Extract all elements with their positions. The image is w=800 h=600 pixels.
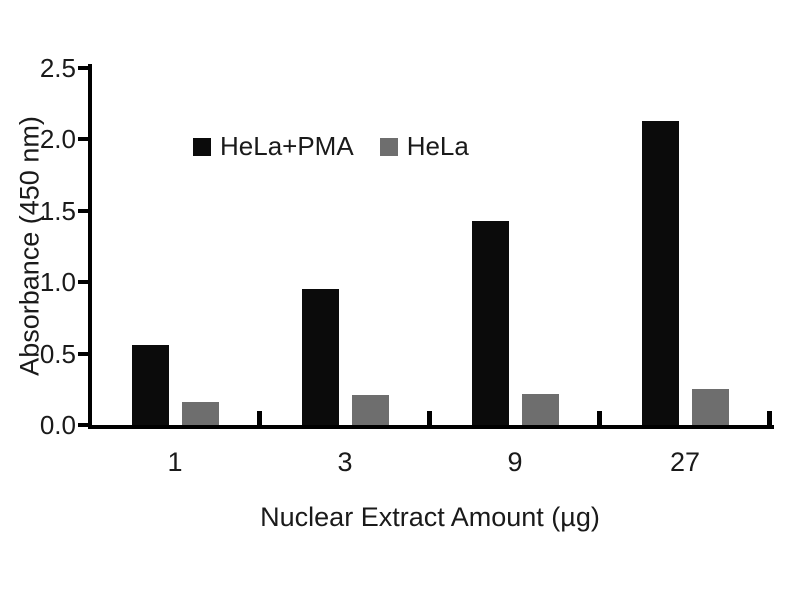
legend-label: HeLa+PMA (220, 131, 354, 161)
legend-label: HeLa (406, 131, 469, 161)
x-tick-mark (257, 411, 262, 425)
x-axis-line (88, 425, 774, 429)
x-tick-mark (427, 411, 432, 425)
y-tick-label: 2.0 (39, 124, 76, 155)
y-tick-mark (78, 208, 88, 213)
bar-HeLa-PMA-1 (131, 345, 169, 425)
x-tick-mark (597, 411, 602, 425)
y-tick-mark (78, 137, 88, 142)
legend-item: HeLa (379, 131, 469, 162)
x-axis-label: Nuclear Extract Amount (µg) (260, 502, 600, 532)
bar-HeLa-3 (351, 395, 389, 425)
y-tick-label: 0.0 (39, 410, 76, 440)
y-tick-mark (78, 280, 88, 285)
x-category-label: 9 (507, 447, 523, 477)
bar-HeLa-PMA-27 (641, 121, 679, 425)
legend-swatch-icon (379, 137, 398, 156)
y-tick-mark (78, 351, 88, 356)
bar-HeLa-9 (521, 394, 559, 425)
x-category-label: 1 (167, 447, 183, 477)
y-tick-mark (78, 423, 88, 427)
y-axis-label: Absorbance (450 nm) (14, 116, 45, 376)
y-axis-line (88, 64, 92, 429)
legend: HeLa+PMA HeLa (193, 131, 469, 162)
y-tick-label: 0.5 (39, 338, 76, 369)
legend-item: HeLa+PMA (193, 131, 354, 162)
x-category-label: 27 (669, 447, 701, 477)
bar-HeLa-PMA-9 (471, 221, 509, 425)
y-tick-label: 1.0 (39, 267, 76, 298)
x-tick-mark (767, 411, 772, 425)
legend-swatch-icon (193, 137, 211, 156)
x-category-label: 3 (337, 447, 353, 477)
bar-HeLa-1 (181, 402, 219, 425)
y-tick-mark (78, 66, 88, 70)
y-tick-label: 1.5 (39, 195, 76, 226)
bar-HeLa-27 (691, 389, 729, 425)
y-tick-label: 2.5 (39, 53, 76, 83)
bar-HeLa-PMA-3 (301, 289, 339, 425)
